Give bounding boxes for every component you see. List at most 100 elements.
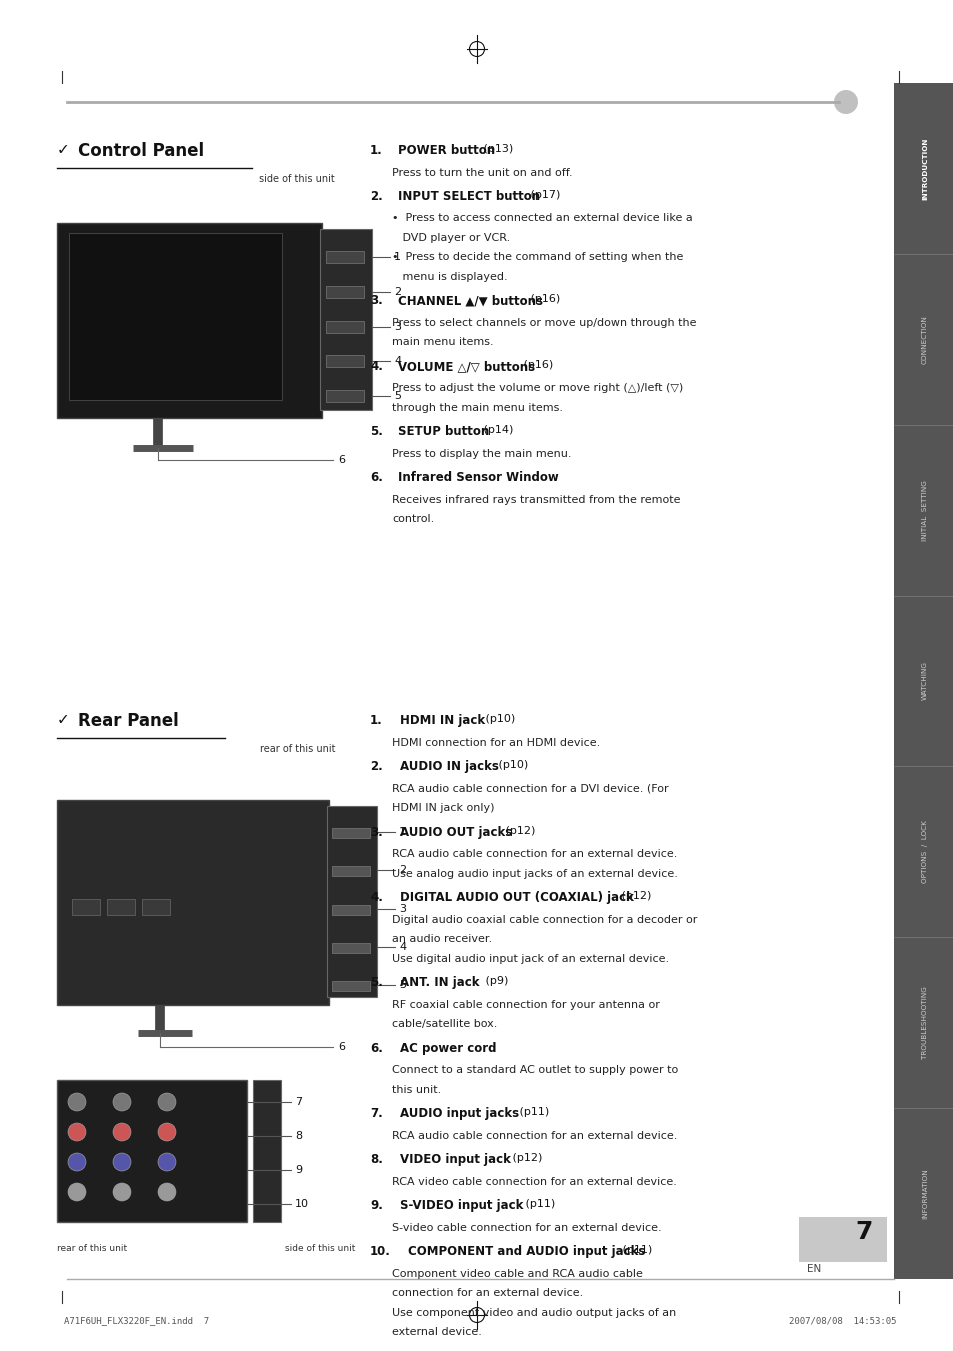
Text: ✓: ✓ — [57, 142, 70, 157]
Text: external device.: external device. — [392, 1327, 481, 1337]
Bar — [326, 355, 364, 367]
Text: 4.: 4. — [370, 359, 382, 373]
Circle shape — [68, 1093, 86, 1111]
Text: 4.: 4. — [370, 892, 382, 904]
Text: AUDIO IN jacks: AUDIO IN jacks — [399, 761, 498, 773]
Text: 7: 7 — [855, 1220, 872, 1244]
Text: Control Panel: Control Panel — [78, 142, 204, 159]
Circle shape — [833, 91, 857, 113]
Bar — [893, 82, 953, 1279]
Text: (p11): (p11) — [515, 1106, 548, 1117]
Circle shape — [158, 1093, 175, 1111]
Text: HDMI IN jack: HDMI IN jack — [399, 713, 485, 727]
Text: 8: 8 — [294, 1131, 302, 1142]
Text: 8.: 8. — [370, 1152, 382, 1166]
Text: 2: 2 — [394, 286, 400, 297]
Text: SETUP button: SETUP button — [397, 426, 489, 439]
Text: (p16): (p16) — [519, 359, 553, 370]
Bar — [253, 1079, 281, 1223]
Bar — [57, 223, 322, 417]
Text: HDMI IN jack only): HDMI IN jack only) — [392, 802, 494, 813]
Text: 5: 5 — [398, 979, 406, 990]
Text: S-video cable connection for an external device.: S-video cable connection for an external… — [392, 1223, 661, 1232]
Text: control.: control. — [392, 515, 434, 524]
Text: COMPONENT and AUDIO input jacks: COMPONENT and AUDIO input jacks — [408, 1246, 644, 1258]
Text: (p17): (p17) — [527, 190, 560, 200]
Text: S-VIDEO input jack: S-VIDEO input jack — [399, 1198, 523, 1212]
Text: 10.: 10. — [370, 1246, 391, 1258]
Text: 2.: 2. — [370, 761, 382, 773]
Text: RF coaxial cable connection for your antenna or: RF coaxial cable connection for your ant… — [392, 1000, 659, 1009]
Circle shape — [68, 1123, 86, 1142]
Bar — [107, 898, 135, 915]
Text: VIDEO input jack: VIDEO input jack — [399, 1152, 511, 1166]
Bar — [326, 320, 364, 332]
Text: Rear Panel: Rear Panel — [78, 712, 178, 730]
Text: INPUT SELECT button: INPUT SELECT button — [397, 190, 539, 203]
Text: VOLUME △/▽ buttons: VOLUME △/▽ buttons — [397, 359, 535, 373]
Text: Use analog audio input jacks of an external device.: Use analog audio input jacks of an exter… — [392, 869, 678, 878]
Text: 1.: 1. — [370, 713, 382, 727]
Text: 1: 1 — [394, 253, 400, 262]
Text: rear of this unit: rear of this unit — [57, 1244, 127, 1252]
Text: 1: 1 — [398, 827, 406, 838]
Text: (p13): (p13) — [479, 145, 513, 154]
Text: Use component video and audio output jacks of an: Use component video and audio output jac… — [392, 1308, 676, 1317]
Text: OPTIONS  /  LOCK: OPTIONS / LOCK — [921, 820, 927, 884]
Text: •  Press to access connected an external device like a: • Press to access connected an external … — [392, 213, 692, 223]
Circle shape — [112, 1093, 131, 1111]
Text: Press to adjust the volume or move right (△)/left (▽): Press to adjust the volume or move right… — [392, 384, 682, 393]
Circle shape — [158, 1123, 175, 1142]
Text: an audio receiver.: an audio receiver. — [392, 934, 492, 944]
Text: DVD player or VCR.: DVD player or VCR. — [392, 232, 510, 243]
Text: RCA audio cable connection for an external device.: RCA audio cable connection for an extern… — [392, 848, 677, 859]
Text: 5.: 5. — [370, 426, 382, 439]
Text: ✓: ✓ — [57, 712, 70, 727]
Text: Press to select channels or move up/down through the: Press to select channels or move up/down… — [392, 317, 696, 328]
Text: 1.: 1. — [370, 145, 382, 157]
Circle shape — [158, 1183, 175, 1201]
Bar — [57, 1079, 247, 1223]
Text: 7: 7 — [294, 1097, 302, 1106]
Text: this unit.: this unit. — [392, 1085, 441, 1094]
Text: 3.: 3. — [370, 825, 382, 839]
Text: RCA audio cable connection for an external device.: RCA audio cable connection for an extern… — [392, 1131, 677, 1140]
Text: •  Press to decide the command of setting when the: • Press to decide the command of setting… — [392, 253, 682, 262]
Bar — [332, 943, 370, 952]
Text: DIGITAL AUDIO OUT (COAXIAL) jack: DIGITAL AUDIO OUT (COAXIAL) jack — [399, 892, 633, 904]
Bar — [327, 807, 376, 997]
Text: connection for an external device.: connection for an external device. — [392, 1288, 582, 1298]
Text: side of this unit: side of this unit — [285, 1244, 355, 1252]
Bar — [326, 251, 364, 263]
Text: Use digital audio input jack of an external device.: Use digital audio input jack of an exter… — [392, 954, 668, 963]
Bar — [326, 286, 364, 297]
Text: (p10): (p10) — [481, 713, 515, 724]
Text: TROUBLESHOOTING: TROUBLESHOOTING — [921, 986, 927, 1059]
Text: (p12): (p12) — [617, 892, 650, 901]
Bar — [332, 828, 370, 838]
Text: INFORMATION: INFORMATION — [921, 1169, 927, 1219]
Text: (p14): (p14) — [479, 426, 513, 435]
Text: 3.: 3. — [370, 295, 382, 308]
Text: Component video cable and RCA audio cable: Component video cable and RCA audio cabl… — [392, 1269, 642, 1278]
Text: 6: 6 — [337, 455, 345, 465]
Text: RCA video cable connection for an external device.: RCA video cable connection for an extern… — [392, 1177, 677, 1186]
Text: main menu items.: main menu items. — [392, 338, 493, 347]
Text: AUDIO OUT jacks: AUDIO OUT jacks — [399, 825, 512, 839]
Text: POWER button: POWER button — [397, 145, 495, 157]
Text: AUDIO input jacks: AUDIO input jacks — [399, 1106, 518, 1120]
Text: 5: 5 — [394, 390, 400, 401]
Text: RCA audio cable connection for a DVI device. (For: RCA audio cable connection for a DVI dev… — [392, 784, 668, 793]
Text: Receives infrared rays transmitted from the remote: Receives infrared rays transmitted from … — [392, 494, 679, 505]
Text: A71F6UH_FLX3220F_EN.indd  7: A71F6UH_FLX3220F_EN.indd 7 — [64, 1316, 209, 1325]
Circle shape — [112, 1152, 131, 1171]
Text: 4: 4 — [394, 357, 400, 366]
Text: Press to display the main menu.: Press to display the main menu. — [392, 449, 571, 459]
Circle shape — [158, 1152, 175, 1171]
Text: 4: 4 — [398, 942, 406, 951]
Bar — [319, 230, 372, 409]
Text: CHANNEL ▲/▼ buttons: CHANNEL ▲/▼ buttons — [397, 295, 542, 308]
Text: (p12): (p12) — [501, 825, 535, 835]
Text: (p11): (p11) — [618, 1246, 651, 1255]
Text: 2007/08/08  14:53:05: 2007/08/08 14:53:05 — [789, 1316, 896, 1325]
